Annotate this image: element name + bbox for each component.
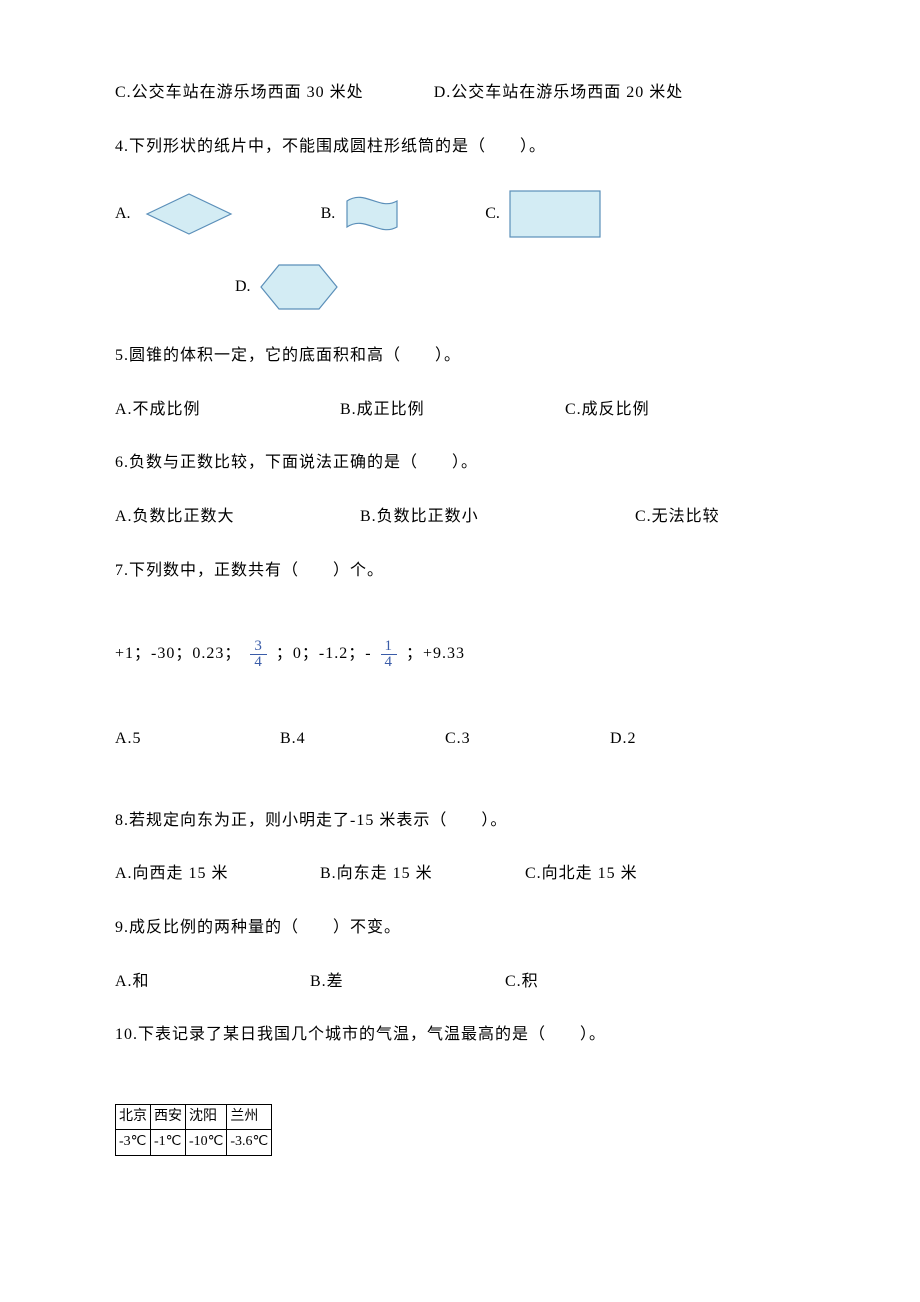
q8-option-c: C.向北走 15 米 (525, 865, 638, 882)
q4-label-c: C. (485, 201, 500, 227)
q8-stem: 8.若规定向东为正，则小明走了-15 米表示（ ）。 (115, 808, 805, 834)
diamond-icon (137, 188, 241, 240)
q4-stem: 4.下列形状的纸片中，不能围成圆柱形纸筒的是（ ）。 (115, 134, 805, 160)
q4-option-a: A. (115, 188, 241, 240)
q3-options-cd: C.公交车站在游乐场西面 30 米处 D.公交车站在游乐场西面 20 米处 (115, 80, 805, 106)
temperature-table: 北京 西安 沈阳 兰州 -3℃ -1℃ -10℃ -3.6℃ (115, 1104, 272, 1156)
q7-stem: 7.下列数中，正数共有（ ）个。 (115, 558, 805, 584)
q9-option-a: A.和 (115, 969, 305, 995)
q5-option-b: B.成正比例 (340, 397, 560, 423)
table-row-temps: -3℃ -1℃ -10℃ -3.6℃ (116, 1130, 272, 1155)
q7-option-c: C.3 (445, 726, 605, 752)
q4-label-a: A. (115, 201, 131, 227)
wave-icon (341, 187, 405, 241)
temp-cell: -10℃ (186, 1130, 227, 1155)
q5-options: A.不成比例 B.成正比例 C.成反比例 (115, 397, 805, 423)
q8-options: A.向西走 15 米 B.向东走 15 米 C.向北走 15 米 (115, 861, 805, 887)
q5-option-a: A.不成比例 (115, 397, 335, 423)
q10-stem: 10.下表记录了某日我国几个城市的气温，气温最高的是（ ）。 (115, 1022, 805, 1048)
temp-cell: -1℃ (151, 1130, 186, 1155)
temp-cell: -3.6℃ (227, 1130, 272, 1155)
q7-number-list: +1；-30；0.23； 3 4 ；0；-1.2；- 1 4 ；+9.33 (115, 639, 805, 670)
city-cell: 兰州 (227, 1104, 272, 1129)
q4-options-row2: D. (115, 259, 805, 315)
rectangle-icon (506, 187, 604, 241)
q4-option-c: C. (485, 187, 604, 241)
q6-option-c: C.无法比较 (635, 508, 720, 525)
q6-option-a: A.负数比正数大 (115, 504, 355, 530)
q3-option-c: C.公交车站在游乐场西面 30 米处 (115, 84, 364, 101)
q6-option-b: B.负数比正数小 (360, 504, 630, 530)
q9-options: A.和 B.差 C.积 (115, 969, 805, 995)
hexagon-icon (257, 259, 343, 315)
table-row-cities: 北京 西安 沈阳 兰州 (116, 1104, 272, 1129)
q4-options-row1: A. B. C. (115, 187, 805, 241)
q4-option-b: B. (321, 187, 406, 241)
q3-option-d: D.公交车站在游乐场西面 20 米处 (434, 84, 684, 101)
city-cell: 沈阳 (186, 1104, 227, 1129)
q7-list-mid: ；0；-1.2；- (276, 645, 372, 662)
q9-option-b: B.差 (310, 969, 500, 995)
q4-label-d: D. (235, 274, 251, 300)
q5-stem: 5.圆锥的体积一定，它的底面积和高（ ）。 (115, 343, 805, 369)
q7-list-prefix: +1；-30；0.23； (115, 645, 241, 662)
q6-options: A.负数比正数大 B.负数比正数小 C.无法比较 (115, 504, 805, 530)
city-cell: 西安 (151, 1104, 186, 1129)
q9-option-c: C.积 (505, 973, 539, 990)
q5-option-c: C.成反比例 (565, 401, 650, 418)
q8-option-a: A.向西走 15 米 (115, 861, 315, 887)
q7-options: A.5 B.4 C.3 D.2 (115, 726, 805, 752)
q7-option-d: D.2 (610, 730, 637, 747)
q4-label-b: B. (321, 201, 336, 227)
q9-stem: 9.成反比例的两种量的（ ）不变。 (115, 915, 805, 941)
q7-option-a: A.5 (115, 726, 275, 752)
q7-option-b: B.4 (280, 726, 440, 752)
city-cell: 北京 (116, 1104, 151, 1129)
q6-stem: 6.负数与正数比较，下面说法正确的是（ ）。 (115, 450, 805, 476)
temp-cell: -3℃ (116, 1130, 151, 1155)
q4-option-d: D. (235, 259, 343, 315)
q8-option-b: B.向东走 15 米 (320, 861, 520, 887)
q7-list-suffix: ；+9.33 (406, 645, 465, 662)
fraction-1-4: 1 4 (381, 639, 398, 670)
fraction-3-4: 3 4 (250, 639, 267, 670)
